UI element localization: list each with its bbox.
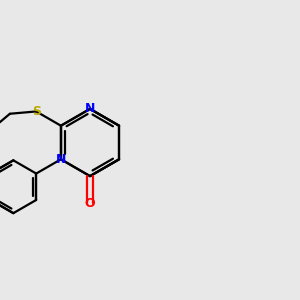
Text: S: S	[32, 105, 41, 118]
Text: O: O	[85, 196, 95, 210]
Text: N: N	[56, 153, 66, 166]
Text: N: N	[85, 102, 95, 116]
